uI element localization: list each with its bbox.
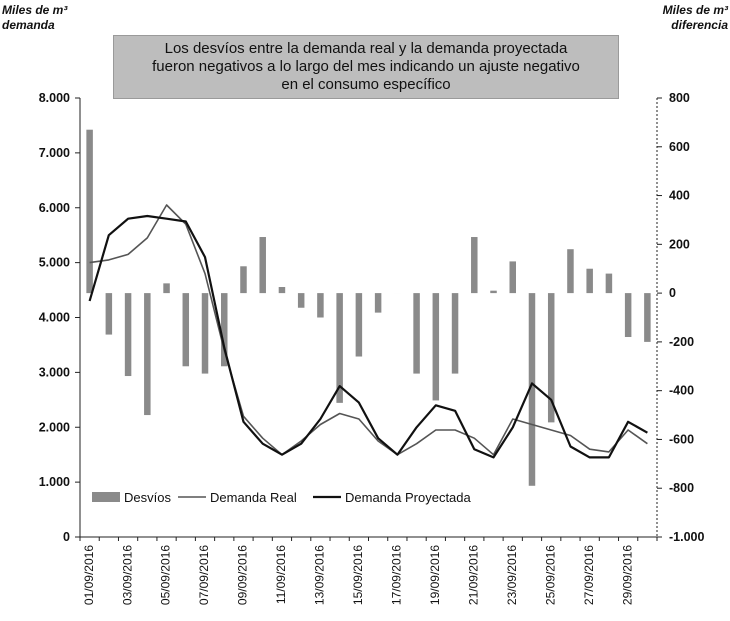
y-right-tick-label: 0: [669, 286, 676, 300]
x-tick-label: 03/09/2016: [120, 545, 134, 605]
bar-desvio: [567, 249, 574, 294]
bar-desvio: [528, 293, 536, 486]
bar-desvio: [259, 237, 266, 294]
y-right-tick-label: -1.000: [669, 530, 704, 544]
bar-desvio: [509, 261, 516, 294]
y-right-tick-label: 200: [669, 237, 690, 251]
bar-desvio: [278, 287, 286, 294]
bar-desvio: [124, 293, 132, 377]
bar-desvio: [432, 293, 440, 401]
bar-desvio: [355, 293, 363, 357]
bars-group: [86, 129, 651, 486]
x-tick-label: 25/09/2016: [543, 545, 557, 605]
bar-desvio: [297, 293, 305, 308]
bar-desvio: [201, 293, 209, 374]
annotation-box: Los desvíos entre la demanda real y la d…: [113, 35, 619, 99]
x-tick-label: 01/09/2016: [82, 545, 96, 605]
x-tick-label: 23/09/2016: [505, 545, 519, 605]
x-tick-label: 15/09/2016: [351, 545, 365, 605]
bar-desvio: [163, 283, 170, 294]
bar-desvio: [221, 293, 228, 367]
lines-group: [88, 204, 648, 459]
bar-desvio: [413, 293, 420, 374]
x-tick-label: 29/09/2016: [620, 545, 634, 605]
y-right-tick-label: -600: [669, 432, 694, 446]
axes-group: 0 1.000 2.000 3.000 4.000 5.000 6.000 7.000 8.00…: [39, 91, 705, 605]
bar-desvio: [86, 129, 93, 294]
x-tick-label: 21/09/2016: [466, 545, 480, 605]
y-axis-right-title-line1: Miles de m³: [662, 3, 728, 17]
x-tick-label: 27/09/2016: [582, 545, 596, 605]
bar-desvio: [336, 293, 343, 403]
x-tick-label: 09/09/2016: [236, 545, 250, 605]
legend: Desvíos Demanda Real Demanda Proyectada: [92, 490, 472, 505]
annotation-line-1: Los desvíos entre la demanda real y la d…: [164, 40, 568, 57]
legend-label-proyectada: Demanda Proyectada: [345, 490, 472, 505]
x-tick-label: 17/09/2016: [390, 545, 404, 605]
bar-desvio: [605, 273, 613, 294]
x-tick-label: 11/09/2016: [274, 545, 288, 604]
bar-desvio: [374, 293, 382, 313]
bar-desvio: [547, 293, 555, 423]
bar-desvio: [182, 293, 190, 367]
y-left-tick-label: 6.000: [39, 201, 70, 215]
x-tick-label: 07/09/2016: [197, 545, 211, 605]
y-left-tick-label: 2.000: [39, 420, 70, 434]
y-left-tick-label: 1.000: [39, 475, 70, 489]
y-axis-left-title-line1: Miles de m³: [2, 3, 68, 17]
y-left-tick-label: 5.000: [39, 256, 70, 270]
y-right-tick-label: 400: [669, 189, 690, 203]
bar-desvio: [471, 237, 478, 294]
y-left-tick-label: 4.000: [39, 311, 70, 325]
y-left-tick-label: 8.000: [39, 91, 70, 105]
y-left-tick-label: 7.000: [39, 146, 70, 160]
bar-desvio: [624, 293, 632, 338]
x-tick-label: 05/09/2016: [159, 545, 173, 605]
x-tick-label: 13/09/2016: [313, 545, 327, 605]
bar-desvio: [240, 266, 247, 294]
bar-desvio: [644, 293, 651, 342]
y-right-tick-label: 800: [669, 91, 690, 105]
y-axis-right-title: Miles de m³ diferencia: [663, 3, 728, 33]
bar-desvio: [317, 293, 324, 318]
bar-desvio: [451, 293, 459, 374]
y-right-tick-label: 600: [669, 140, 690, 154]
y-left-tick-label: 3.000: [39, 365, 70, 379]
y-axis-left-title-line2: demanda: [2, 18, 55, 32]
legend-label-real: Demanda Real: [210, 490, 297, 505]
y-left-tick-label: 0: [63, 530, 70, 544]
y-axis-left-title: Miles de m³ demanda: [2, 3, 67, 33]
bar-desvio: [105, 293, 113, 335]
bar-desvio: [490, 290, 497, 294]
legend-swatch-desvios: [92, 492, 120, 502]
line-demanda-proyectada: [88, 214, 648, 459]
y-right-tick-label: -800: [669, 481, 694, 495]
bar-desvio: [586, 268, 593, 294]
bar-desvio: [144, 293, 151, 416]
annotation-line-3: en el consumo específico: [281, 76, 451, 93]
y-right-tick-label: -400: [669, 384, 694, 398]
legend-label-desvios: Desvíos: [124, 490, 171, 505]
line-demanda-real: [89, 204, 648, 456]
y-right-tick-label: -200: [669, 335, 694, 349]
y-axis-right-title-line2: diferencia: [671, 18, 728, 32]
annotation-line-2: fueron negativos a lo largo del mes indi…: [152, 58, 580, 75]
x-tick-label: 19/09/2016: [428, 545, 442, 605]
